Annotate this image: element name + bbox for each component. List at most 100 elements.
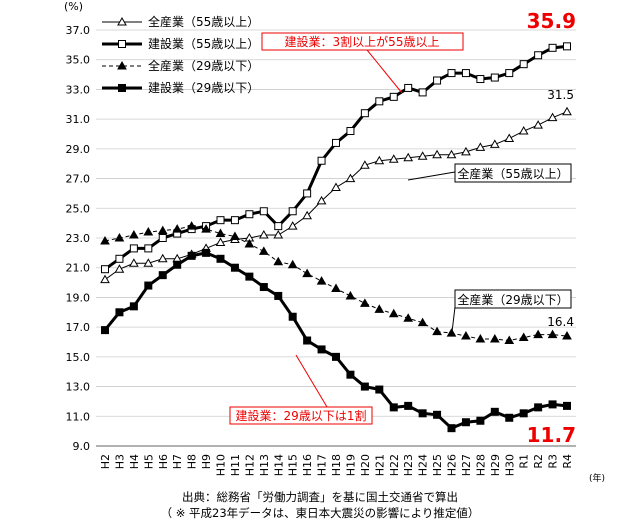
data-point [476,416,485,425]
data-point [215,228,226,238]
x-tick-label: H13 [258,454,271,476]
y-tick-label: 35.0 [66,54,91,67]
y-tick-label: 15.0 [66,351,91,364]
data-point [433,76,442,85]
all29-end-value-label: 16.4 [547,315,574,329]
y-tick-label: 23.0 [66,232,91,245]
y-tick-label: 21.0 [66,262,91,275]
data-point [519,60,528,69]
y-tick-label: 37.0 [66,24,91,37]
data-point [346,127,355,136]
legend-marker [118,84,126,92]
grid-lines [96,29,576,447]
data-point [490,73,499,82]
data-point [360,298,370,307]
series-3 [100,221,572,345]
x-tick-label: H28 [474,454,487,476]
data-point [404,83,413,92]
data-point [388,308,399,318]
y-tick-label: 19.0 [66,291,91,304]
y-tick-label: 31.0 [66,113,91,126]
data-point [230,216,239,225]
data-point [157,225,168,235]
legend-label: 建設業（55歳以上） [148,36,259,51]
data-point [562,106,572,116]
x-tick-label: H14 [272,454,285,476]
data-point [129,244,138,253]
data-point [172,224,183,233]
data-point [547,112,558,122]
x-tick-label: H8 [186,454,199,469]
data-point [461,69,470,78]
data-point [360,109,369,118]
y-tick-label: 29.0 [66,143,91,156]
data-point [115,308,124,317]
data-point [475,334,486,343]
legend-marker [117,60,127,70]
data-point [287,221,298,230]
data-point [258,230,269,239]
legend-label: 全産業（29歳以下） [148,58,259,73]
data-point [273,230,284,239]
data-point [215,237,226,246]
x-tick-label: H23 [402,454,415,476]
data-point [187,251,196,260]
data-point [446,149,457,159]
data-point [403,152,414,162]
data-point [375,385,384,394]
data-point [447,424,456,433]
callout-box-construction55 [261,32,464,51]
data-point [331,182,341,191]
callout-all29: 全産業（29歳以下） [457,292,568,307]
x-tick-label: H21 [373,454,386,476]
data-point [534,51,543,60]
data-point [158,234,167,242]
data-point [490,407,499,416]
callout-leader-construction29 [295,354,331,413]
source-note-line1: 出典：総務省「労働力調査」を基に国土交通省で算出 [182,490,458,504]
x-tick-label: H3 [113,454,126,469]
data-point [489,139,500,148]
data-point [144,244,153,253]
data-point [144,281,153,290]
data-point [100,274,110,284]
x-tick-label: H16 [301,454,314,476]
data-point [432,149,442,159]
data-point [143,227,154,236]
data-point [417,151,428,160]
y-axis-ticks: 9.0 11.0 13.0 15.0 17.0 19.0 21.0 23.0 25.0 27.0 2… [66,24,91,453]
data-point [158,271,167,280]
x-tick-label: R2 [532,454,545,469]
data-point [446,328,457,337]
data-point [274,222,283,231]
data-point [374,304,385,313]
callout-box-all29 [454,289,572,309]
y-tick-label: 9.0 [73,440,91,453]
data-point [129,302,138,311]
source-note-line2: （ ※ 平成23年データは、東日本大震災の影響により推定値） [160,506,480,520]
x-axis-ticks: H2 H3 H4 H5 H6 H7 H8 H9 H10 H11 H12 H13 H14 H15 H16 H17… [99,454,574,476]
data-point [332,138,340,147]
low-value-label: 11.7 [527,423,576,447]
data-point [562,331,572,340]
data-point [115,254,124,263]
data-point [374,155,385,165]
all55-end-value-label: 31.5 [547,88,574,102]
legend-label: 建設業（29歳以下） [148,80,259,95]
callout-box-construction29 [229,406,373,425]
x-axis-unit: (年) [589,472,605,484]
data-point [230,263,239,272]
x-tick-label: H27 [460,454,473,476]
data-point [331,283,341,293]
data-point [476,75,485,84]
data-point [389,92,398,101]
data-point [345,173,356,183]
data-point [461,331,471,340]
x-tick-label: H2 [99,454,112,469]
x-tick-label: H26 [446,454,459,476]
data-point [302,268,312,278]
data-point [186,221,197,230]
line-chart: 9.0 11.0 13.0 15.0 17.0 19.0 21.0 23.0 25.0 27.0 2… [64,0,605,484]
y-tick-label: 33.0 [66,83,91,96]
callout-leader-all55 [407,171,456,181]
